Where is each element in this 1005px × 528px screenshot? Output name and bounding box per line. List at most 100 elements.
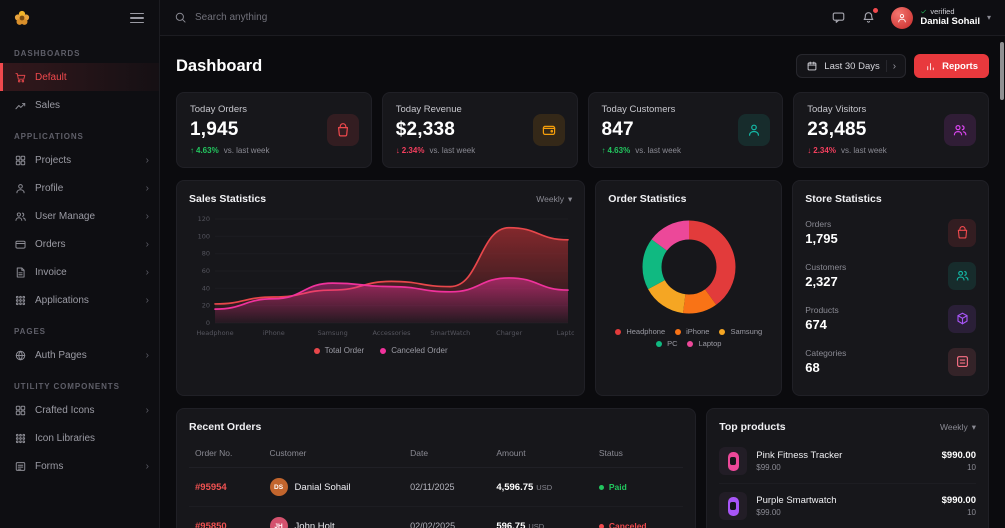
scrollbar[interactable] (1000, 42, 1004, 100)
table-row: #95850 JH John Holt 02/02/2025 596.75 USD Canc… (189, 506, 684, 528)
user-name: Danial Sohail (920, 16, 980, 28)
donut-segment-pc (642, 220, 736, 314)
trend-note: vs. last week (223, 146, 270, 155)
chevron-right-icon: › (145, 182, 149, 194)
chevron-right-icon: › (145, 154, 149, 166)
stat-label: Today Visitors (807, 104, 867, 115)
store-stat-icon-badge (948, 261, 976, 290)
messages-button[interactable] (831, 10, 846, 25)
customer-avatar: JH (269, 517, 288, 528)
sidebar-item-crafted-icons[interactable]: Crafted Icons › (0, 396, 159, 424)
legend-item-iphone[interactable]: iPhone (675, 327, 709, 336)
order-statistics-title: Order Statistics (608, 193, 687, 205)
legend-label: Total Order (324, 346, 365, 355)
status-label: Canceled (608, 521, 647, 528)
sales-icon (15, 102, 26, 109)
sidebar-item-orders[interactable]: Orders › (0, 230, 159, 258)
order-number-link[interactable]: #95954 (189, 467, 264, 507)
user-verified-label: verified (930, 7, 955, 17)
customer-cell: DS Danial Sohail (263, 467, 405, 507)
store-stat-label: Products (805, 305, 839, 315)
people-icon (953, 125, 967, 136)
sidebar-item-user-manage[interactable]: User Manage › (0, 202, 159, 230)
box-icon (956, 312, 968, 325)
sales-card-head: Sales Statistics Weekly ▾ (189, 193, 572, 205)
product-totals: $990.00 10 (942, 495, 976, 517)
product-item-purple-smartwatch[interactable]: Purple Smartwatch $99.00 $990.00 10 (719, 484, 976, 528)
card-icon (15, 240, 26, 249)
product-item-pink-fitness-tracker[interactable]: Pink Fitness Tracker $99.00 $990.00 10 (719, 439, 976, 484)
customer-wrap: DS Danial Sohail (269, 478, 399, 496)
top-products-title: Top products (719, 421, 786, 433)
legend-label: Canceled Order (391, 346, 448, 355)
sidebar-section-title: UTILITY COMPONENTS (14, 382, 120, 391)
legend-label: Laptop (698, 339, 722, 348)
order-date: 02/11/2025 (404, 467, 491, 507)
product-thumbnail (719, 447, 748, 475)
chat-icon (833, 12, 845, 23)
person-icon (16, 183, 25, 193)
sidebar-item-label: Default (35, 71, 67, 83)
svg-text:100: 100 (198, 232, 210, 240)
product-price: $99.00 (756, 508, 781, 517)
product-qty: 10 (967, 508, 976, 517)
calendar-icon (807, 61, 817, 71)
legend-item-canceled-order[interactable]: Canceled Order (380, 346, 448, 355)
search-input[interactable] (195, 12, 415, 23)
sidebar-item-profile[interactable]: Profile › (0, 174, 159, 202)
sales-weekly-dropdown[interactable]: Weekly ▾ (536, 194, 572, 205)
sidebar-item-icon-libraries[interactable]: Icon Libraries (0, 424, 159, 452)
legend-item-headphone[interactable]: Headphone (615, 327, 665, 336)
sales-area-chart: 0 20 40 60 80 100 120 Headphone iPhone Samsung Acc… (196, 215, 579, 337)
store-stat-icon-badge (948, 347, 976, 376)
sidebar-item-label: Icon Libraries (35, 432, 96, 444)
sidebar-item-forms[interactable]: Forms › (0, 452, 159, 480)
date-range-button[interactable]: Last 30 Days › (796, 54, 907, 78)
product-price: $99.00 (756, 463, 781, 472)
order-card-head: Order Statistics (608, 193, 769, 205)
menu-toggle-icon[interactable] (127, 10, 147, 27)
report-chart-icon (925, 61, 936, 72)
notifications-button[interactable] (861, 7, 880, 25)
reports-button[interactable]: Reports (914, 54, 989, 78)
reports-label: Reports (942, 60, 978, 72)
legend-item-samsung[interactable]: Samsung (719, 327, 762, 336)
donut-wrap (608, 215, 769, 319)
grid-icon (15, 405, 26, 415)
sidebar-item-default[interactable]: Default (0, 63, 159, 91)
legend-item-total-order[interactable]: Total Order (313, 346, 365, 355)
trend-down-arrow-icon: ↓ (807, 146, 812, 155)
calendar-icon (806, 60, 818, 72)
svg-text:60: 60 (202, 267, 210, 275)
product-total: $990.00 (941, 495, 976, 506)
legend-dot (313, 347, 320, 354)
stats-row: Today Orders 1,945 ↑ 4.63% vs. last week Toda… (176, 92, 989, 168)
top-products-head: Top products Weekly ▾ (719, 421, 976, 433)
legend-item-laptop[interactable]: Laptop (687, 339, 721, 348)
trend-percent: 4.63% (607, 146, 631, 155)
sidebar-item-invoice[interactable]: Invoice › (0, 258, 159, 286)
legend-item-pc[interactable]: PC (656, 339, 677, 348)
store-stat-label: Orders (805, 219, 832, 229)
legend-dot (719, 328, 726, 335)
search-box[interactable] (174, 11, 821, 24)
date-range-label: Last 30 Days (824, 60, 880, 72)
app-logo-icon[interactable] (12, 8, 32, 28)
cart-icon (15, 72, 26, 82)
sidebar-item-label: Auth Pages (35, 349, 87, 361)
sidebar-item-auth-pages[interactable]: Auth Pages › (0, 341, 159, 369)
bottom-row: Recent Orders Order No. Customer Date Amoun… (176, 408, 989, 528)
store-card-head: Store Statistics (805, 193, 976, 205)
sidebar-item-sales[interactable]: Sales (0, 91, 159, 119)
svg-text:SmartWatch: SmartWatch (430, 329, 470, 337)
products-weekly-dropdown[interactable]: Weekly ▾ (940, 422, 976, 433)
product-text: Pink Fitness Tracker $99.00 (756, 450, 842, 472)
sidebar-item-projects[interactable]: Projects › (0, 146, 159, 174)
sidebar-item-label: Orders (35, 238, 66, 250)
sidebar-item-applications[interactable]: Applications › (0, 286, 159, 314)
order-number-link[interactable]: #95850 (189, 506, 264, 528)
button-divider (885, 60, 887, 72)
chevron-right-icon: › (145, 210, 149, 222)
user-menu[interactable]: verified Danial Sohail ▾ (891, 6, 991, 29)
bell-icon (861, 10, 876, 25)
